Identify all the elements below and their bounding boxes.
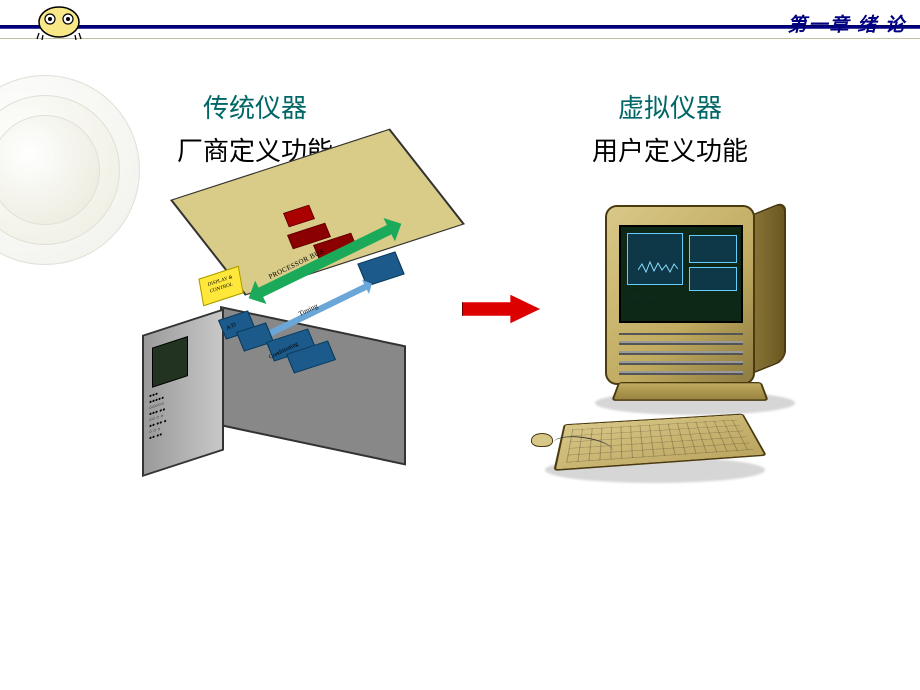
header-rule (0, 25, 920, 29)
transition-arrow (462, 292, 540, 326)
header-divider (0, 38, 920, 39)
left-title: 传统仪器 (130, 88, 380, 125)
traditional-instrument-diagram: ●●●●●●●●○○○○○●●● ●●○○ ○ ○●● ●● ●○ ○ ○●● … (150, 200, 440, 490)
decorative-circles (0, 75, 140, 265)
slide-header: 第一章 绪 论 (0, 0, 920, 50)
chapter-title: 第一章 绪 论 (787, 10, 906, 37)
header-icon (35, 3, 83, 41)
computer-screen: :::::::: :::::: (619, 225, 743, 323)
virtual-instrument-computer: :::::::: :::::: (555, 205, 825, 485)
right-subtitle: 用户定义功能 (555, 131, 785, 168)
right-title: 虚拟仪器 (555, 88, 785, 125)
mouse (531, 433, 553, 447)
display-control-note: DISPLAY & CONTROL (198, 266, 243, 307)
right-column-header: 虚拟仪器 用户定义功能 (555, 88, 785, 168)
